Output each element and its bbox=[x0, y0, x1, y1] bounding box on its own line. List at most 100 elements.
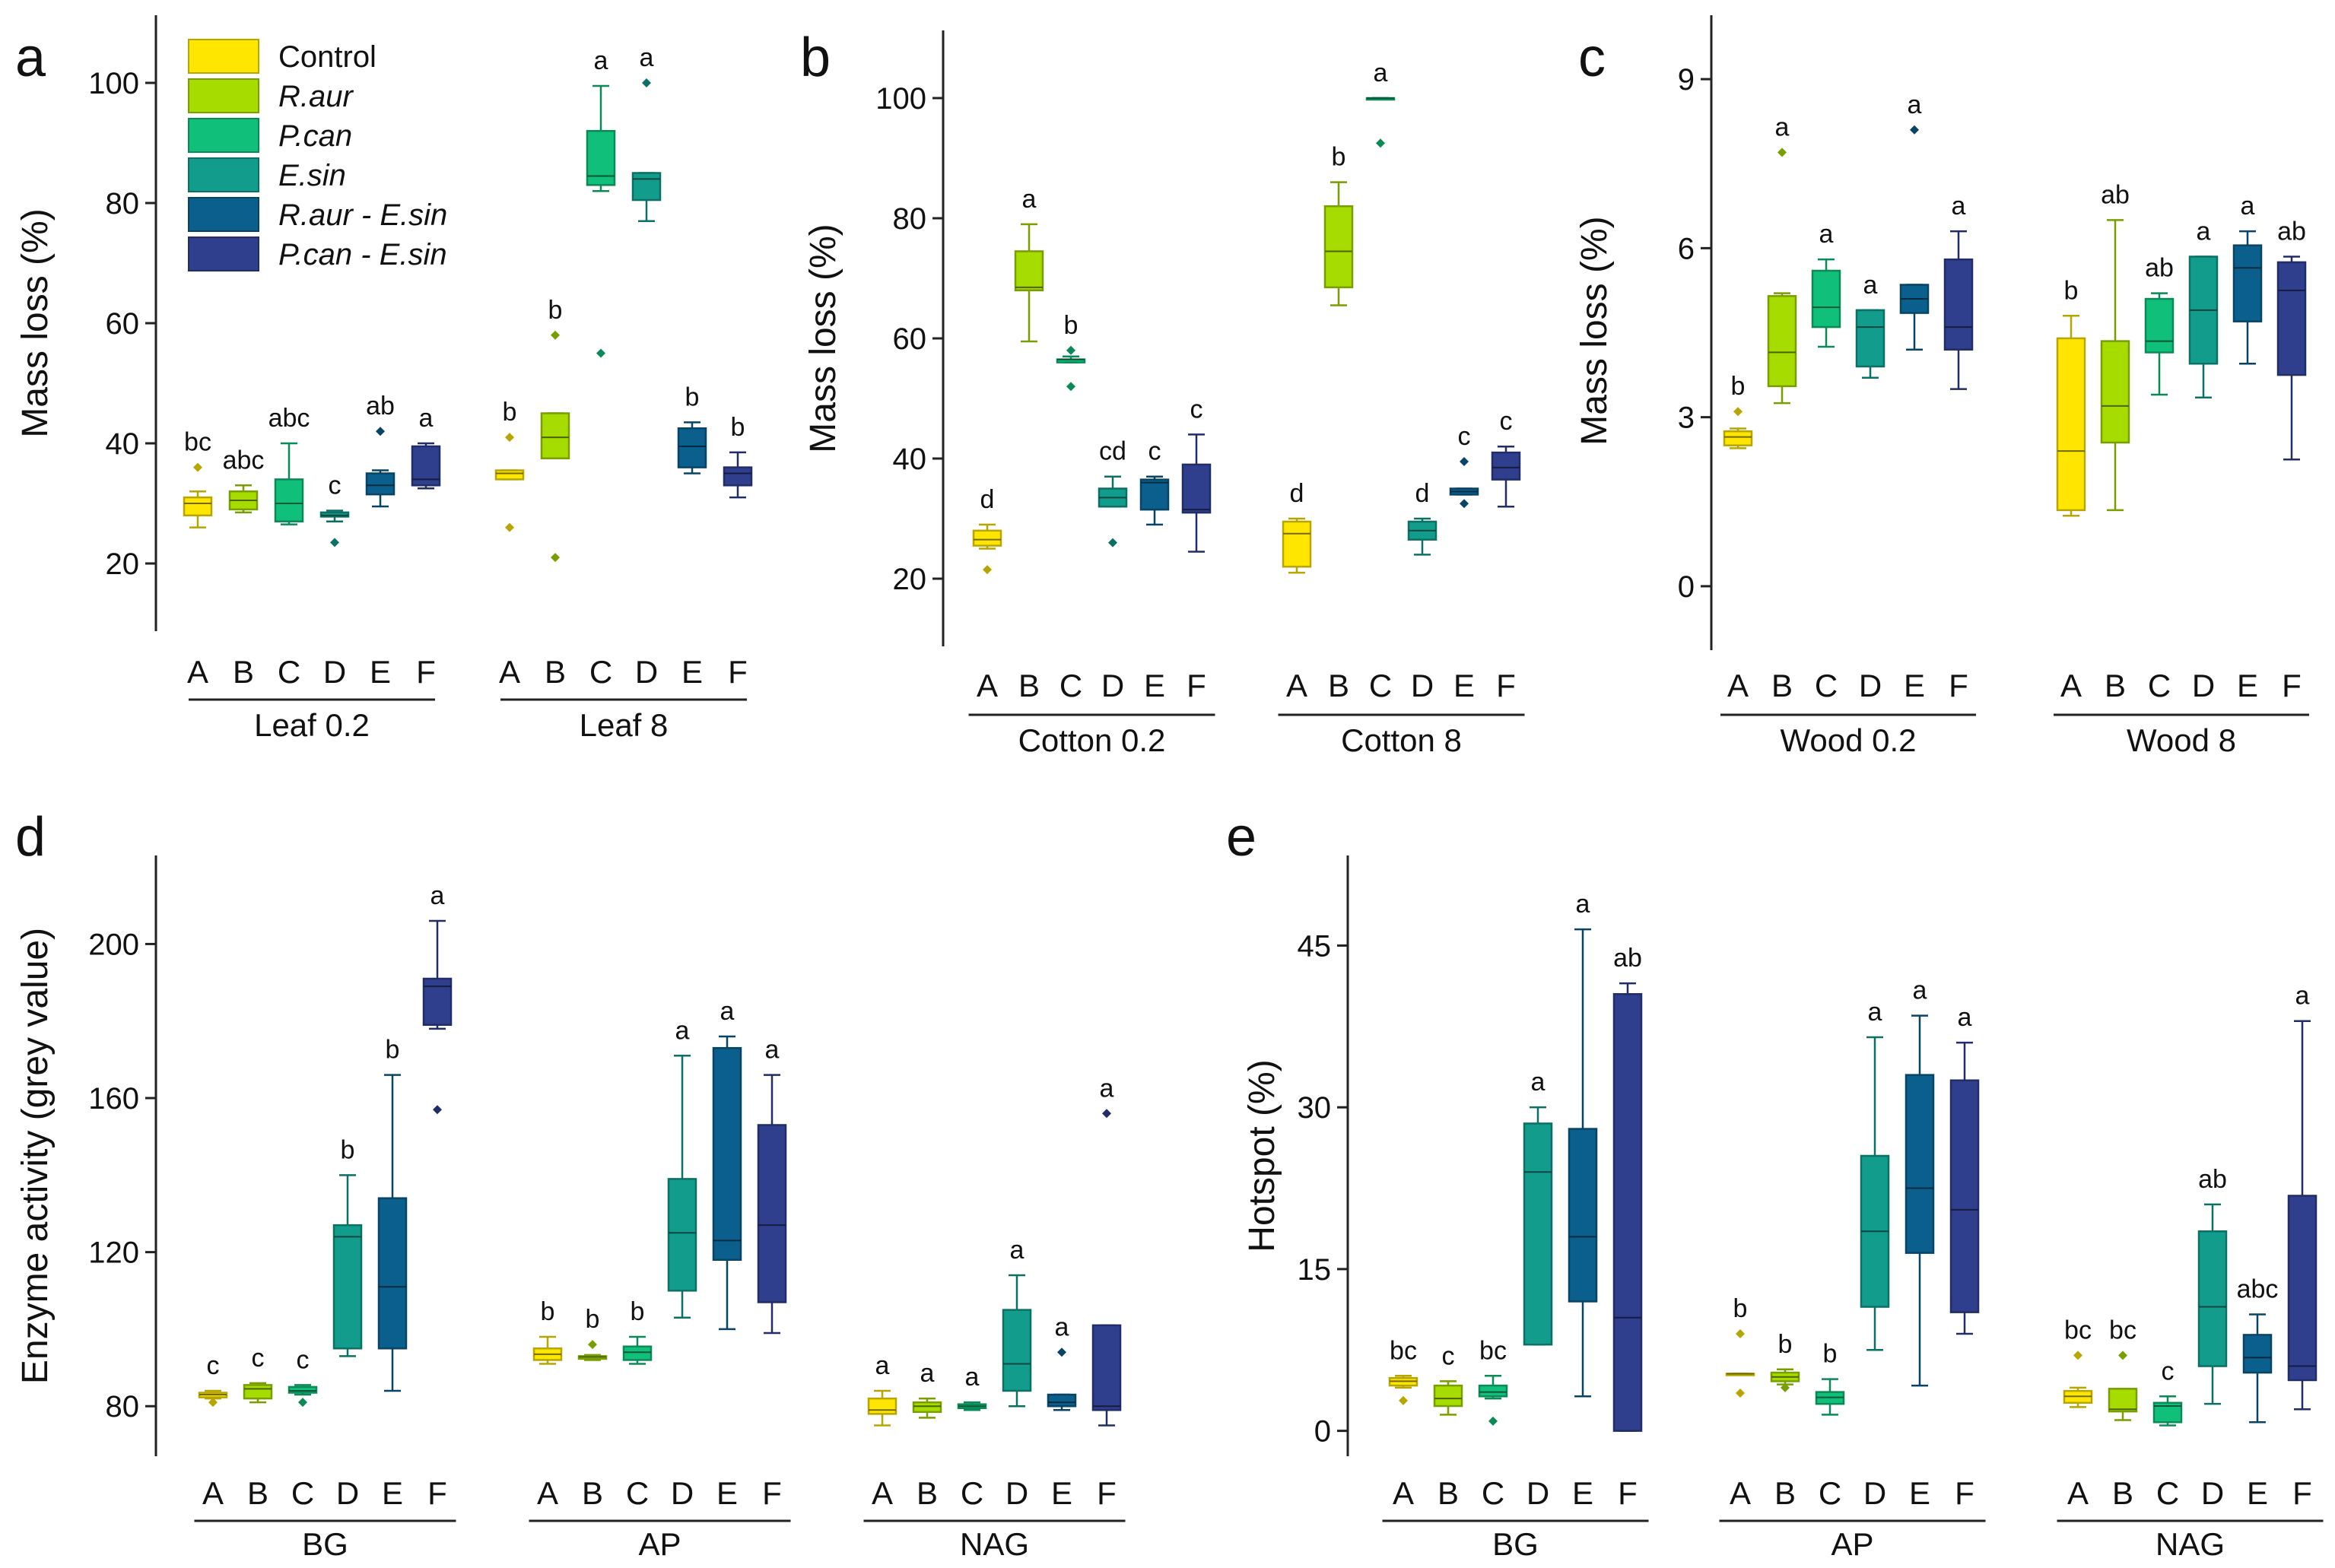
category-label: F bbox=[427, 1475, 447, 1511]
box-body bbox=[1811, 269, 1841, 329]
box-C: c bbox=[288, 1345, 318, 1408]
outlier-point bbox=[1066, 382, 1075, 392]
significance-letter: b bbox=[503, 398, 517, 427]
box-B: a bbox=[1767, 113, 1797, 405]
outlier-point bbox=[1736, 1329, 1745, 1338]
group-leaf-8: b Ab Ba Ca Db Eb F Leaf 8 bbox=[494, 43, 753, 743]
outlier-point bbox=[1488, 1416, 1498, 1426]
significance-letter: b bbox=[1778, 1330, 1793, 1359]
category-label: C bbox=[291, 1475, 314, 1511]
outlier-point bbox=[1376, 138, 1385, 148]
significance-letter: ab bbox=[2198, 1165, 2227, 1194]
category-label: B bbox=[917, 1475, 938, 1511]
category-label: A bbox=[1286, 668, 1307, 703]
category-label: E bbox=[1904, 668, 1925, 703]
box-body bbox=[332, 1224, 363, 1350]
box-body bbox=[1943, 258, 1974, 351]
box-body bbox=[422, 977, 453, 1027]
legend: Control R.aur P.can E.sin R.aur - E.sin P.can… bbox=[188, 39, 447, 271]
group-label: Wood 0.2 bbox=[1780, 722, 1916, 758]
category-label: E bbox=[716, 1475, 738, 1511]
category-label: B bbox=[1438, 1475, 1459, 1511]
group-label: NAG bbox=[2156, 1526, 2225, 1562]
significance-letter: b bbox=[1731, 372, 1746, 401]
category-label: A bbox=[187, 654, 208, 690]
legend-swatch-F bbox=[188, 236, 259, 271]
box-A: b bbox=[2056, 276, 2086, 517]
box-body bbox=[1047, 1393, 1077, 1408]
panel-letter-d: d bbox=[15, 807, 46, 868]
legend-label-A: Control bbox=[278, 40, 376, 74]
group-label: NAG bbox=[960, 1526, 1029, 1562]
category-label: A bbox=[977, 668, 998, 703]
category-label: B bbox=[582, 1475, 603, 1511]
box-E: ab bbox=[365, 392, 396, 508]
box-D: a bbox=[631, 43, 662, 222]
panel-letter-e: e bbox=[1226, 807, 1256, 868]
significance-letter: cd bbox=[1099, 437, 1126, 466]
box-E: b bbox=[377, 1036, 408, 1392]
category-label: E bbox=[370, 654, 391, 690]
box-F: a bbox=[1091, 1074, 1122, 1427]
outlier-point bbox=[588, 1340, 597, 1350]
box-D: ab bbox=[2197, 1165, 2228, 1405]
significance-letter: b bbox=[2064, 276, 2079, 305]
significance-letter: b bbox=[1823, 1340, 1838, 1369]
box-A: bc bbox=[183, 428, 213, 528]
box-B: c bbox=[243, 1344, 273, 1404]
box-body bbox=[1612, 993, 1643, 1432]
box-E: a bbox=[1905, 976, 1935, 1387]
group-label: AP bbox=[638, 1526, 681, 1562]
y-tick-label: 20 bbox=[893, 563, 927, 596]
panel-letter-b: b bbox=[800, 27, 831, 88]
box-D: b bbox=[332, 1135, 363, 1357]
outlier-point bbox=[298, 1398, 307, 1408]
box-body bbox=[494, 469, 525, 481]
box-C: a bbox=[957, 1363, 987, 1411]
y-tick-label: 80 bbox=[106, 187, 140, 221]
category-label: D bbox=[1005, 1475, 1028, 1511]
group-bg: c Ac Bc Cb Db Ea F BG bbox=[194, 881, 456, 1562]
significance-letter: a bbox=[1055, 1312, 1069, 1341]
outlier-point bbox=[642, 78, 651, 87]
box-D: d bbox=[1407, 479, 1438, 556]
box-body bbox=[667, 1178, 697, 1292]
legend-label-B: R.aur bbox=[278, 80, 354, 113]
significance-letter: bc bbox=[184, 428, 211, 457]
outlier-point bbox=[1108, 538, 1117, 548]
box-F: c bbox=[1491, 407, 1521, 508]
category-label: C bbox=[1819, 1475, 1841, 1511]
category-label: C bbox=[626, 1475, 649, 1511]
significance-letter: bc bbox=[2064, 1316, 2092, 1344]
box-body bbox=[288, 1385, 318, 1394]
category-label: E bbox=[2237, 668, 2258, 703]
legend-swatch-B bbox=[188, 78, 259, 113]
box-D: a bbox=[667, 1016, 697, 1319]
category-label: B bbox=[1774, 1475, 1796, 1511]
box-body bbox=[1014, 250, 1044, 292]
significance-letter: ab bbox=[2277, 217, 2306, 246]
significance-letter: a bbox=[1913, 976, 1927, 1005]
outlier-point bbox=[1733, 407, 1743, 417]
y-tick-label: 20 bbox=[106, 548, 140, 581]
significance-letter: a bbox=[2295, 982, 2310, 1011]
box-D: a bbox=[1860, 998, 1890, 1351]
category-label: F bbox=[2292, 1475, 2312, 1511]
box-E: c bbox=[1139, 437, 1170, 526]
box-F: b bbox=[723, 413, 753, 499]
outlier-point bbox=[2073, 1351, 2082, 1360]
category-label: A bbox=[499, 654, 520, 690]
box-body bbox=[2197, 1230, 2228, 1367]
category-label: E bbox=[1453, 668, 1475, 703]
legend-label-D: E.sin bbox=[278, 159, 346, 192]
significance-letter: ab bbox=[2101, 180, 2130, 209]
box-B: b bbox=[1770, 1330, 1800, 1392]
box-B: b bbox=[540, 296, 570, 563]
significance-letter: ab bbox=[366, 392, 395, 421]
category-label: C bbox=[2148, 668, 2171, 703]
box-F: ab bbox=[1612, 944, 1643, 1432]
category-label: C bbox=[1059, 668, 1082, 703]
significance-letter: bc bbox=[2109, 1316, 2136, 1344]
category-label: A bbox=[537, 1475, 558, 1511]
